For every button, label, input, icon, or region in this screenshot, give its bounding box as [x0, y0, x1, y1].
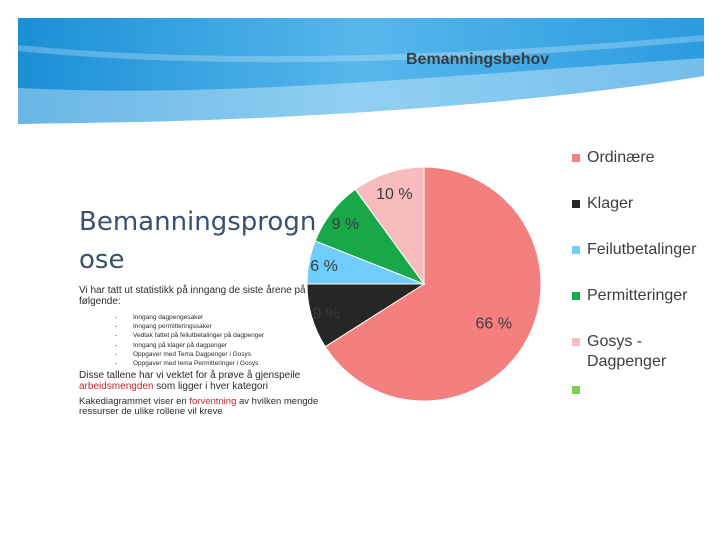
- highlighted-word: arbeidsmengden: [79, 381, 154, 392]
- legend-swatch: [572, 338, 580, 346]
- legend-label: Feilutbetalinger: [587, 241, 697, 258]
- intro-text: Vi har tatt ut statistikk på inngang de …: [79, 285, 306, 307]
- list-item-text: Vedtak fattet på feilutbetalinger på dag…: [133, 332, 265, 340]
- weighting-paragraph: Disse tallene har vi vektet for å prøve …: [79, 370, 319, 392]
- list-item: - Oppgaver med tema Permitteringer i Gosy…: [115, 360, 259, 368]
- pie-data-label: 9 %: [332, 216, 360, 233]
- legend-swatch: [572, 200, 580, 208]
- legend-swatch: [572, 292, 580, 300]
- pie-data-label: 6 %: [310, 258, 338, 275]
- paragraph-text: Disse tallene har vi vektet for å prøve …: [79, 370, 301, 381]
- list-item: - Inngang på klager på dagpenger: [115, 341, 227, 349]
- chart-explanation-paragraph: Kakediagrammet viser en forventning av h…: [79, 397, 319, 417]
- pie-data-label: 10 %: [376, 186, 412, 203]
- highlighted-word: forventning: [189, 396, 237, 407]
- list-item-text: Inngang dagpengesaker: [133, 314, 204, 321]
- slide-title: Bemanningsprogn ose: [79, 207, 317, 275]
- legend-label: Permitteringer: [587, 287, 688, 304]
- list-item-text: Inngang permitteringssaker: [133, 323, 212, 331]
- list-item-text: Oppgaver med tema Permitteringer i Gosys: [133, 360, 259, 368]
- paragraph-text: som ligger i hver kategori: [153, 381, 268, 392]
- list-item: - Inngang permitteringssaker: [115, 323, 212, 331]
- legend-label: Ordinære: [587, 149, 655, 166]
- legend-label: Klager: [587, 195, 634, 212]
- legend-label: Gosys - Dagpenger: [587, 333, 667, 370]
- list-item: - Inngang dagpengesaker: [115, 314, 204, 321]
- list-item: - Vedtak fattet på feilutbetalinger på da…: [115, 332, 265, 340]
- legend-swatch: [572, 246, 580, 254]
- list-item-text: Oppgaver med Tema Dagpenger i Gosys: [133, 350, 252, 358]
- list-item-text: Inngang på klager på dagpenger: [133, 341, 227, 349]
- header-banner: [18, 18, 704, 124]
- paragraph-text: Kakediagrammet viser en: [79, 396, 190, 407]
- pie-data-label: 9 %: [312, 305, 340, 322]
- legend-swatch-extra: [572, 386, 580, 394]
- chart-title: Bemanningsbehov: [406, 51, 550, 68]
- pie-data-label: 66 %: [475, 315, 511, 332]
- bullet-list: - Inngang dagpengesaker - Inngang permitte…: [115, 313, 264, 368]
- legend-swatch: [572, 154, 580, 162]
- pie-slice-gosys: [354, 166, 425, 286]
- paragraph-text: av hvilken mengde ressurser de ulike rol…: [79, 396, 319, 417]
- pie-slice-ordinære: [324, 166, 542, 402]
- list-item: - Oppgaver med Tema Dagpenger i Gosys: [115, 350, 252, 358]
